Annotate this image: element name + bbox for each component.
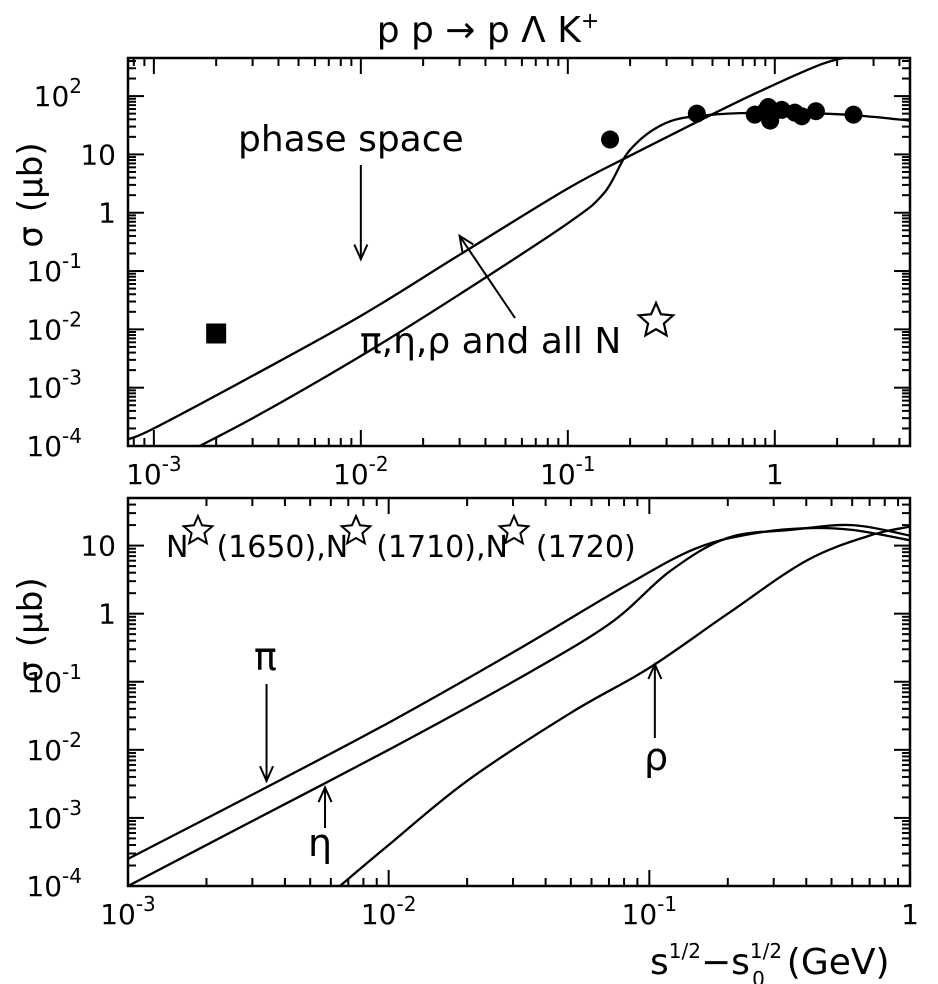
circle-marker — [687, 104, 706, 123]
annotations: N (1650),N (1710),N (1720) π η ρ — [166, 513, 668, 865]
x-tick-label: 10-1 — [540, 452, 596, 491]
x-tick-label: 1 — [901, 898, 919, 931]
x-tick-label: 10-2 — [333, 452, 389, 491]
series-line-2 — [339, 525, 910, 886]
y-tick-label: 10-2 — [26, 728, 82, 767]
eta-arrow-head — [317, 785, 333, 803]
y-tick-label: 10-4 — [26, 864, 82, 903]
circle-marker — [759, 98, 778, 117]
y-tick-label: 10-1 — [26, 249, 82, 288]
top-panel: p p → p Λ K+ 10-3 10-2 10-1 1 10-410-310-21… — [11, 9, 912, 491]
x-tick-labels: 10-3 10-2 10-1 1 — [100, 892, 919, 931]
y-tick-label: 10-3 — [26, 796, 82, 835]
x-tick-label: 10-3 — [126, 452, 182, 491]
circle-marker — [761, 111, 780, 130]
resonance-list-label: N (1650),N (1710),N (1720) — [166, 530, 636, 565]
y-tick-label: 10-4 — [26, 424, 82, 463]
x-tick-label: 10-3 — [100, 892, 156, 931]
x-tick-labels: 10-3 10-2 10-1 1 — [126, 452, 784, 491]
series-line-1 — [197, 111, 910, 446]
square-marker — [206, 323, 227, 344]
x-tick-label: 10-2 — [361, 892, 417, 931]
phase-space-label: phase space — [238, 119, 464, 160]
star-icon — [339, 513, 373, 546]
tick-marks — [128, 58, 910, 447]
y-tick-label: 102 — [34, 74, 82, 113]
star-icon — [497, 513, 531, 546]
y-tick-labels: 10-4 10-3 10-2 10-1 1 10 — [26, 530, 116, 903]
data-markers — [206, 98, 863, 344]
y-axis-label: σ(μb) — [11, 142, 51, 247]
curves — [128, 58, 910, 446]
pi-arrow-head — [259, 765, 274, 784]
y-tick-label: 1 — [98, 197, 116, 230]
circle-marker — [806, 102, 825, 121]
circle-marker — [844, 105, 863, 124]
y-tick-label: 10-3 — [26, 366, 82, 405]
circle-marker — [792, 107, 811, 126]
x-tick-label: 10-1 — [622, 892, 678, 931]
x-axis-label: s1/2−s1/2 0 (GeV) — [650, 939, 890, 984]
circle-marker — [601, 130, 620, 149]
series-line-0 — [128, 58, 847, 441]
tick-marks — [127, 497, 911, 887]
y-tick-label: 10 — [80, 530, 116, 563]
resonance-label: π,η,ρ and all N — [360, 321, 621, 362]
resonance-arrow — [458, 235, 516, 319]
y-tick-label: 10-2 — [26, 307, 82, 346]
series-line-0 — [128, 526, 910, 860]
pi-label: π — [254, 635, 277, 679]
star-icon — [181, 513, 215, 546]
curves — [128, 523, 910, 886]
y-axis-label: σ(μb) — [11, 577, 51, 682]
star-icon — [636, 300, 676, 338]
plot-frame — [126, 56, 912, 448]
y-tick-label: 1 — [98, 598, 116, 631]
rho-label: ρ — [644, 735, 668, 779]
y-tick-label: 10-1 — [26, 660, 82, 699]
y-tick-labels: 10-4 10-3 10-2 10-1 1 10 102 — [26, 74, 116, 463]
series-line-1 — [128, 523, 910, 886]
x-tick-label: 1 — [766, 458, 784, 491]
rho-arrow-head — [647, 661, 663, 680]
eta-label: η — [308, 821, 332, 865]
annotations: phase space π,η,ρ and all N — [238, 119, 676, 362]
y-tick-label: 10 — [80, 138, 116, 171]
phase-space-arrow-head — [353, 244, 369, 262]
resonance-arrow-head — [458, 233, 474, 252]
chart-title: p p → p Λ K+ — [377, 9, 600, 51]
